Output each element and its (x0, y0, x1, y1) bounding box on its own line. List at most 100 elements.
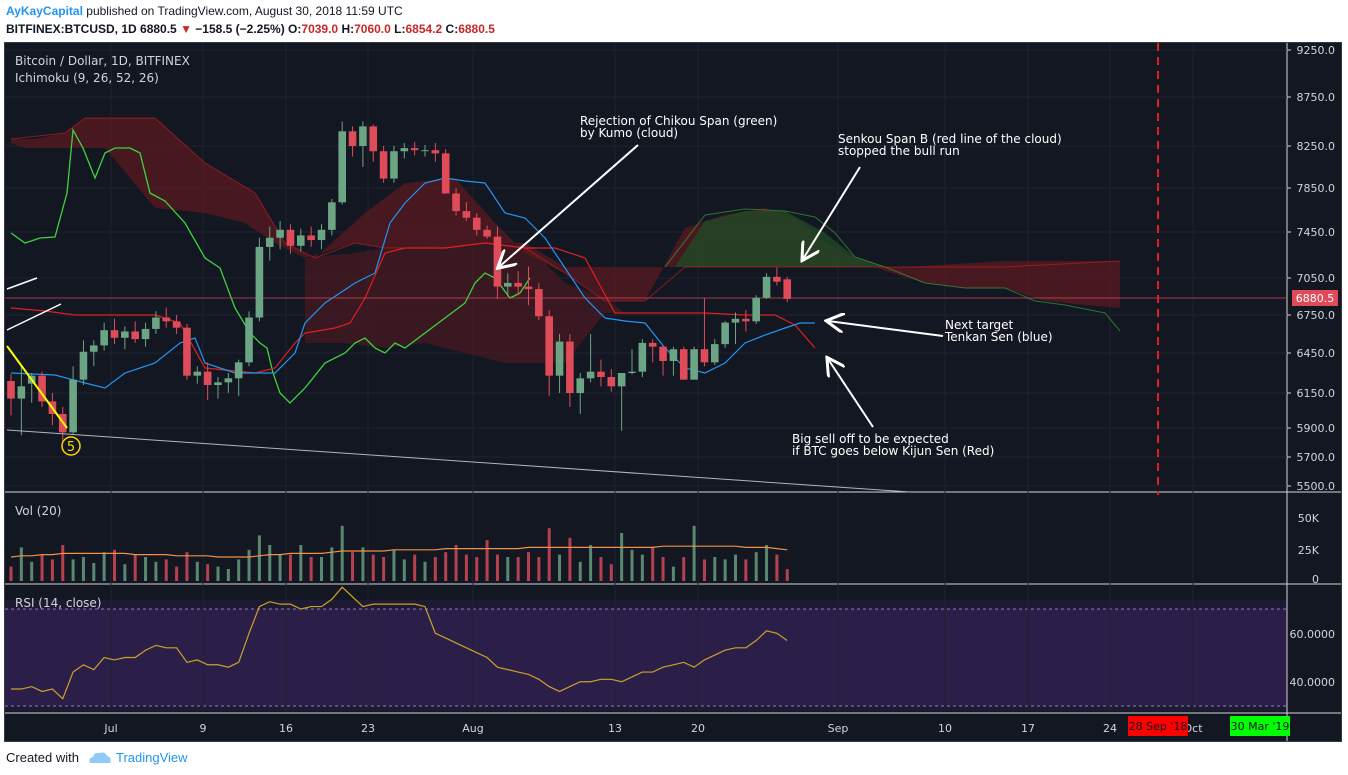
open-value: 7039.0 (301, 22, 339, 36)
candle-body (152, 317, 160, 329)
current-price-label: 6880.5 (1296, 292, 1335, 305)
chart-area[interactable]: 9250.0 8750.0 8250.0 7850.0 7450.0 7050.0 6750… (4, 42, 1342, 742)
senkou-span-b-line (10, 117, 1121, 302)
author-link[interactable]: AyKayCapital (6, 4, 83, 18)
volume-bar (278, 554, 282, 581)
price-tick-label: 8750.0 (1297, 91, 1336, 104)
candle-body (255, 246, 264, 318)
volume-bar (206, 564, 210, 581)
published-text: published on TradingView.com, August 30,… (86, 4, 403, 18)
volume-bar (413, 554, 417, 581)
volume-bar (351, 552, 355, 581)
candle-body (17, 386, 26, 399)
volume-pane-title[interactable]: Vol (20) (15, 504, 61, 518)
rsi-band (5, 609, 1287, 706)
symbol-label: BITFINEX:BTCUSD, 1D (6, 22, 137, 36)
trend-line-lower[interactable] (6, 429, 911, 493)
candle-body (172, 321, 181, 328)
candle-body (307, 235, 315, 241)
wave-5-marker[interactable] (61, 436, 81, 456)
volume-bar (547, 528, 551, 581)
chart-canvas[interactable]: 9250.0 8750.0 8250.0 7850.0 7450.0 7050.0 6750… (5, 43, 1341, 741)
rsi-tick-label: 60.0000 (1290, 628, 1336, 641)
volume-bar (754, 552, 758, 581)
volume-bar (444, 552, 448, 581)
volume-bar (464, 554, 468, 581)
low-value: 6854.2 (405, 22, 443, 36)
rsi-line (11, 586, 788, 700)
main-pane-title: Bitcoin / Dollar, 1D, BITFINEX (15, 54, 190, 68)
volume-bar (133, 554, 137, 581)
candle-body (234, 362, 243, 379)
trend-line-upper-a[interactable] (6, 277, 38, 290)
low-label: L: (394, 22, 406, 36)
volume-bar (723, 559, 727, 581)
candle-body (121, 331, 129, 338)
candle-body (742, 318, 750, 322)
volume-bar (392, 549, 396, 581)
candle-body (276, 229, 284, 238)
candle-body (607, 377, 616, 387)
down-arrow-icon: ▼ (180, 22, 192, 36)
trend-line-upper-b[interactable] (6, 303, 62, 331)
candle-body (69, 379, 77, 433)
time-tick-label: 13 (608, 722, 622, 735)
candle-body (783, 279, 792, 299)
volume-bar (40, 554, 44, 581)
candle-body (721, 322, 729, 345)
volume-bar (92, 563, 96, 581)
candle-body (679, 349, 688, 380)
candle-body (586, 371, 595, 379)
candle-body (162, 317, 171, 322)
candle-body (100, 330, 108, 346)
candle-body (441, 153, 450, 194)
high-label: H: (341, 22, 355, 36)
footer: Created with TradingView (0, 742, 1348, 775)
candle-body (472, 217, 481, 230)
volume-bar (506, 557, 510, 581)
candle-body (711, 344, 719, 363)
ichimoku-legend[interactable]: Ichimoku (9, 26, 52, 26) (15, 71, 159, 85)
volume-bar (102, 552, 106, 581)
time-tick-label: 23 (361, 722, 375, 735)
volume-bar (537, 557, 541, 581)
candle-body (514, 282, 522, 287)
time-tick-label: 16 (279, 722, 293, 735)
volume-bar (81, 557, 85, 581)
candle-body (379, 151, 388, 179)
volume-bar (485, 540, 489, 581)
red-date-label: 28 Sep '18 (1129, 720, 1188, 733)
candle-body (597, 371, 605, 377)
volume-bar (288, 554, 292, 581)
volume-bar (330, 547, 334, 581)
volume-bar (299, 545, 303, 581)
volume-bar (309, 557, 313, 581)
rsi-pane-title[interactable]: RSI (14, close) (15, 596, 101, 610)
candle-body (297, 235, 305, 246)
price-tick-label: 5500.0 (1297, 480, 1336, 493)
volume-bar (734, 554, 737, 581)
candle-body (193, 371, 202, 376)
volume-bar (19, 547, 23, 581)
arrow-chikou (499, 144, 639, 267)
candle-body (38, 375, 46, 402)
volume-bar (527, 552, 530, 581)
candle-body (410, 148, 419, 151)
tradingview-link[interactable]: TradingView (116, 750, 188, 765)
kijun-sen-line (10, 242, 816, 374)
volume-bar (30, 561, 34, 581)
candle-body (131, 331, 139, 340)
volume-bar (765, 545, 769, 581)
green-date-label: 30 Mar '19 (1231, 720, 1290, 733)
price-tick-label: 6450.0 (1297, 347, 1336, 360)
volume-bar (578, 561, 582, 581)
volume-bar (651, 547, 655, 581)
wave-5-label: 5 (67, 440, 75, 455)
candle-body (421, 150, 429, 152)
volume-bar (744, 559, 748, 581)
volume-bar (682, 557, 686, 581)
volume-bar (402, 559, 406, 581)
time-tick-label: Oct (1183, 722, 1203, 735)
time-tick-label: Aug (462, 722, 483, 735)
volume-bar (423, 561, 427, 581)
